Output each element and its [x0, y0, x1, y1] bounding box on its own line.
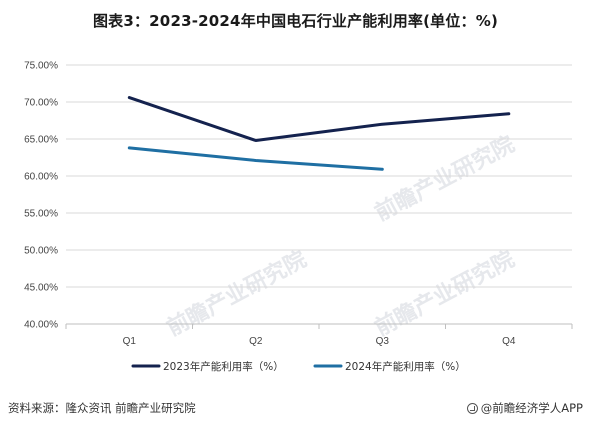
brand-label: @前瞻经济学人APP [480, 401, 583, 415]
gridlines [66, 64, 572, 288]
x-tick-label: Q2 [249, 336, 263, 347]
x-tick-label: Q4 [502, 336, 516, 347]
legend-label: 2023年产能利用率（%） [163, 360, 284, 373]
brand-logo-icon [466, 403, 478, 414]
watermark-text: 前瞻产业研究院 [163, 246, 311, 341]
y-tick-label: 75.00% [24, 61, 58, 72]
footer: 资料来源：隆众资讯 前瞻产业研究院 @前瞻经济学人APP [8, 400, 583, 418]
y-tick-label: 65.00% [24, 135, 58, 146]
y-tick-label: 40.00% [24, 320, 58, 331]
x-tick-label: Q1 [123, 336, 137, 347]
y-tick-label: 70.00% [24, 98, 58, 109]
y-tick-label: 60.00% [24, 172, 58, 183]
source-note: 资料来源：隆众资讯 前瞻产业研究院 [8, 401, 196, 415]
x-axis: Q1 Q2 Q3 Q4 [65, 323, 573, 347]
y-tick-label: 45.00% [24, 283, 58, 294]
watermark-text: 前瞻产业研究院 [371, 246, 519, 341]
y-axis: 40.00% 45.00% 50.00% 55.00% 60.00% 65.00% 70.0… [24, 61, 58, 331]
series-lines [127, 96, 511, 171]
chart-title: 图表3：2023-2024年中国电石行业产能利用率(单位：%) [92, 12, 499, 30]
legend: 2023年产能利用率（%） 2024年产能利用率（%） [131, 360, 466, 373]
series-line-2 [127, 146, 384, 171]
y-tick-label: 55.00% [24, 209, 58, 220]
series-line-1 [127, 96, 511, 142]
x-tick-label: Q3 [376, 336, 390, 347]
watermark-text: 前瞻产业研究院 [371, 131, 519, 226]
y-tick-label: 50.00% [24, 246, 58, 257]
brand-credit: @前瞻经济学人APP [466, 400, 583, 416]
legend-label: 2024年产能利用率（%） [345, 360, 466, 373]
